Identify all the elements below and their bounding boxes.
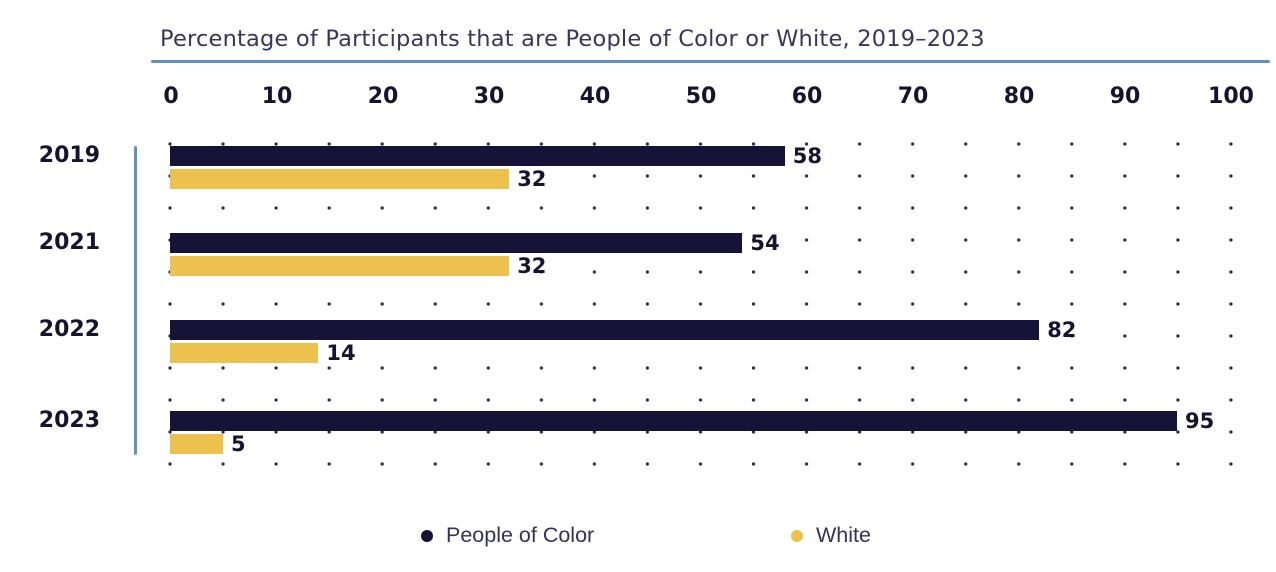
- people-of-color-legend-dot-icon: [421, 529, 433, 542]
- bar-value-2023-people-of-color: 95: [1185, 409, 1215, 433]
- year-label-2022: 2022: [38, 317, 100, 342]
- x-axis-tick-30: 30: [473, 84, 505, 109]
- title-underline: [151, 60, 1270, 63]
- bar-value-2022-people-of-color: 82: [1047, 318, 1077, 342]
- year-label-2019: 2019: [38, 143, 100, 168]
- year-label-2021: 2021: [38, 230, 100, 255]
- legend-label-people-of-color: People of Color: [446, 523, 595, 547]
- x-axis-tick-10: 10: [261, 84, 293, 109]
- x-axis-tick-100: 100: [1208, 84, 1254, 109]
- bar-2021-white: [170, 256, 510, 276]
- year-label-2023: 2023: [38, 408, 100, 433]
- x-axis-tick-70: 70: [897, 84, 929, 109]
- bar-2023-people-of-color: [170, 411, 1177, 431]
- legend-item-white: White: [791, 523, 871, 548]
- bar-value-2019-white: 32: [517, 167, 547, 191]
- legend-item-people-of-color: People of Color: [421, 523, 594, 548]
- bar-2021-people-of-color: [170, 233, 743, 253]
- bar-value-2019-people-of-color: 58: [792, 144, 823, 168]
- bar-2019-people-of-color: [170, 146, 785, 166]
- bar-value-2023-white: 5: [231, 432, 246, 456]
- x-axis-tick-90: 90: [1109, 84, 1141, 109]
- chart-title: Percentage of Participants that are Peop…: [160, 26, 985, 52]
- x-axis: 0 10 20 30 40 50 60 70 80 90 100: [0, 84, 1276, 112]
- x-axis-tick-50: 50: [685, 84, 717, 109]
- y-axis-line: [134, 146, 137, 455]
- bar-2022-white: [170, 343, 319, 363]
- bar-value-2022-white: 14: [326, 341, 356, 365]
- bar-value-2021-people-of-color: 54: [750, 231, 780, 255]
- x-axis-tick-20: 20: [367, 84, 399, 109]
- bar-2019-white: [170, 169, 510, 189]
- x-axis-tick-0: 0: [163, 84, 179, 109]
- x-axis-tick-40: 40: [579, 84, 611, 109]
- bar-2023-white: [170, 434, 223, 454]
- bar-2022-people-of-color: [170, 320, 1040, 340]
- bar-value-2021-white: 32: [517, 254, 547, 278]
- x-axis-tick-60: 60: [791, 84, 823, 109]
- x-axis-tick-80: 80: [1003, 84, 1035, 109]
- legend-label-white: White: [816, 523, 871, 547]
- white-legend-dot-icon: [791, 529, 803, 542]
